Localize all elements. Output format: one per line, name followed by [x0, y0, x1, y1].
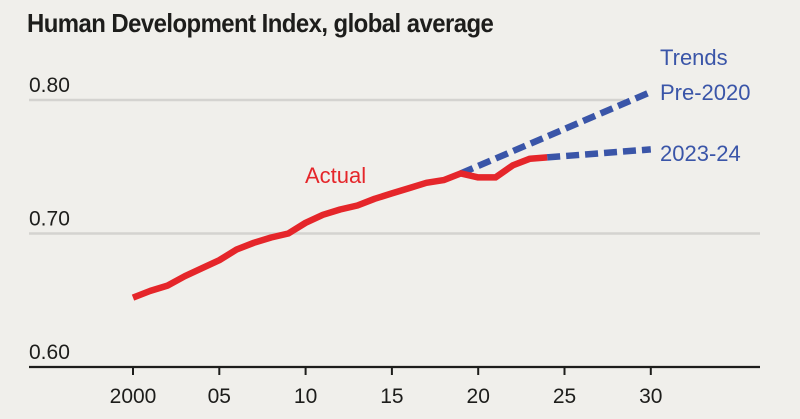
y-tick-label: 0.80: [29, 74, 70, 97]
y-tick-label: 0.60: [29, 341, 70, 364]
series-line-actual: [131, 154, 548, 301]
series-lines: [131, 89, 653, 301]
x-tick-label: 2000: [110, 385, 157, 408]
y-axis-ticks: 0.60 0.70 0.80: [29, 74, 70, 364]
series-line-2023-24: [546, 146, 652, 161]
gridlines: [29, 98, 760, 235]
series-labels: Actual Trends Pre-2020 2023-24: [305, 45, 751, 188]
x-tick-label: 10: [294, 385, 317, 408]
x-tick-label: 15: [380, 385, 403, 408]
x-tick-label: 25: [553, 385, 576, 408]
x-tick-label: 20: [467, 385, 490, 408]
series-line-pre-2020: [459, 89, 653, 177]
x-axis: 2000 05 10 15 20 25 30: [29, 365, 760, 408]
y-tick-label: 0.70: [29, 208, 70, 231]
x-tick-label: 05: [208, 385, 231, 408]
trends-heading-label: Trends: [660, 45, 728, 70]
x-tick-label: 30: [639, 385, 662, 408]
chart-title: Human Development Index, global average: [27, 8, 494, 38]
2023-24-label: 2023-24: [660, 141, 741, 166]
actual-label: Actual: [305, 163, 366, 188]
pre-2020-label: Pre-2020: [660, 80, 751, 105]
